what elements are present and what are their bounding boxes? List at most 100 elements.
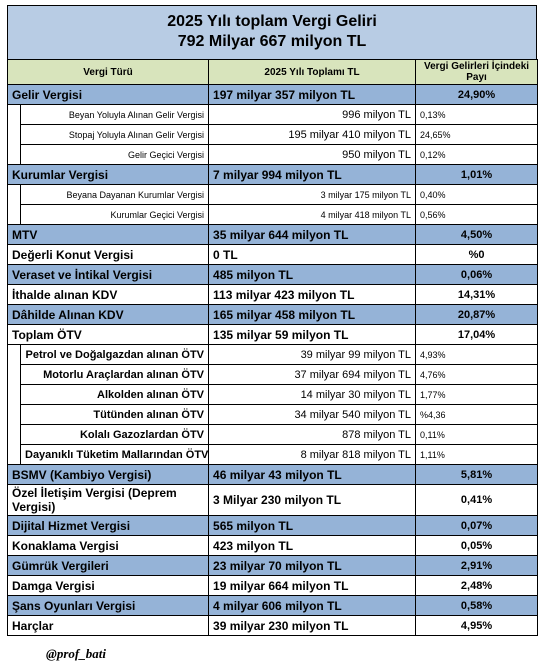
tax-name: Gümrük Vergileri (6, 555, 210, 576)
tax-name: Dayanıklı Tüketim Mallarından ÖTV (19, 444, 210, 465)
tax-name: Gelir Vergisi (6, 84, 210, 105)
indent-cell (7, 124, 21, 145)
tax-amount: 39 milyar 230 milyon TL (208, 615, 417, 636)
indent-cell (7, 384, 21, 405)
tax-table-panel: 2025 Yılı toplam Vergi Geliri 792 Milyar… (6, 5, 539, 636)
tax-share: 1,77% (415, 384, 539, 405)
tax-share: 4,50% (415, 224, 539, 245)
sub-row: Petrol ve Doğalgazdan alınan ÖTV 39 milya… (7, 344, 539, 365)
tax-amount: 37 milyar 694 milyon TL (208, 364, 417, 385)
tax-amount: 3 Milyar 230 milyon TL (208, 484, 417, 516)
tax-amount: 8 milyar 818 milyon TL (208, 444, 417, 465)
tax-amount: 878 milyon TL (208, 424, 417, 445)
tax-share: 0,11% (415, 424, 539, 445)
tax-share: 2,48% (415, 575, 539, 596)
tax-name: Değerli Konut Vergisi (6, 244, 210, 265)
main-row: Damga Vergisi 19 milyar 664 milyon TL 2,48… (6, 575, 539, 596)
tax-amount: 7 milyar 994 milyon TL (208, 164, 417, 185)
tax-name: Özel İletişim Vergisi (Deprem Vergisi) (6, 484, 210, 516)
sub-row: Beyan Yoluyla Alınan Gelir Vergisi 996 mi… (7, 104, 539, 125)
indent-cell (7, 184, 21, 205)
tax-share: %4,36 (415, 404, 539, 425)
sub-row: Motorlu Araçlardan alınan ÖTV 37 milyar 6… (7, 364, 539, 385)
tax-name: Veraset ve İntikal Vergisi (6, 264, 210, 285)
tax-name: Damga Vergisi (6, 575, 210, 596)
main-row: Değerli Konut Vergisi 0 TL %0 (6, 244, 539, 265)
indent-cell (7, 424, 21, 445)
main-row: MTV 35 milyar 644 milyon TL 4,50% (6, 224, 539, 245)
column-header: Vergi Gelirleri İçindeki Payı (415, 59, 539, 85)
tax-amount: 197 milyar 357 milyon TL (208, 84, 417, 105)
main-row: Toplam ÖTV 135 milyar 59 milyon TL 17,04% (6, 324, 539, 345)
tax-amount: 19 milyar 664 milyon TL (208, 575, 417, 596)
tax-amount: 4 milyar 606 milyon TL (208, 595, 417, 616)
tax-share: 4,76% (415, 364, 539, 385)
tax-name: Şans Oyunları Vergisi (6, 595, 210, 616)
main-row: İthalde alınan KDV 113 milyar 423 milyon … (6, 284, 539, 305)
main-row: Gümrük Vergileri 23 milyar 70 milyon TL 2,… (6, 555, 539, 576)
main-row: Harçlar 39 milyar 230 milyon TL 4,95% (6, 615, 539, 636)
tax-name: Motorlu Araçlardan alınan ÖTV (19, 364, 210, 385)
tax-amount: 34 milyar 540 milyon TL (208, 404, 417, 425)
tax-name: Stopaj Yoluyla Alınan Gelir Vergisi (19, 124, 210, 145)
tax-name: Toplam ÖTV (6, 324, 210, 345)
tax-share: 1,11% (415, 444, 539, 465)
header-row: Vergi Türü 2025 Yılı Toplamı TL Vergi Ge… (6, 59, 539, 85)
tax-amount: 23 milyar 70 milyon TL (208, 555, 417, 576)
tax-amount: 996 milyon TL (208, 104, 417, 125)
tax-share: 0,58% (415, 595, 539, 616)
title-line: 792 Milyar 667 milyon TL (177, 33, 367, 50)
indent-cell (7, 404, 21, 425)
tax-share: 5,81% (415, 464, 539, 485)
tax-share: 24,65% (415, 124, 539, 145)
tax-name: Beyan Yoluyla Alınan Gelir Vergisi (19, 104, 210, 125)
tax-share: 24,90% (415, 84, 539, 105)
column-header: Vergi Türü (6, 59, 210, 85)
tax-name: Konaklama Vergisi (6, 535, 210, 556)
tax-name: Dâhilde Alınan KDV (6, 304, 210, 325)
tax-amount: 950 milyon TL (208, 144, 417, 165)
tax-share: 4,95% (415, 615, 539, 636)
footer-handle: @prof_bati (46, 646, 106, 661)
tax-name: Dijital Hizmet Vergisi (6, 515, 210, 536)
tax-amount: 46 milyar 43 milyon TL (208, 464, 417, 485)
sub-row: Kolalı Gazozlardan ÖTV 878 milyon TL 0,11% (7, 424, 539, 445)
tax-name: BSMV (Kambiyo Vergisi) (6, 464, 210, 485)
tax-name: Kurumlar Geçici Vergisi (19, 204, 210, 225)
indent-cell (7, 144, 21, 165)
tax-name: Kolalı Gazozlardan ÖTV (19, 424, 210, 445)
tax-share: 0,07% (415, 515, 539, 536)
tax-share: 4,93% (415, 344, 539, 365)
tax-share: %0 (415, 244, 539, 265)
tax-amount: 113 milyar 423 milyon TL (208, 284, 417, 305)
tax-name: Tütünden alınan ÖTV (19, 404, 210, 425)
indent-cell (7, 204, 21, 225)
main-row: Özel İletişim Vergisi (Deprem Vergisi) 3 … (6, 484, 539, 516)
sub-row: Gelir Geçici Vergisi 950 milyon TL 0,12% (7, 144, 539, 165)
tax-name: Beyana Dayanan Kurumlar Vergisi (19, 184, 210, 205)
tax-share: 0,05% (415, 535, 539, 556)
title-box: 2025 Yılı toplam Vergi Geliri 792 Milyar… (7, 5, 537, 59)
title-line: 2025 Yılı toplam Vergi Geliri (167, 13, 377, 30)
tax-share: 0,41% (415, 484, 539, 516)
tax-amount: 35 milyar 644 milyon TL (208, 224, 417, 245)
indent-cell (7, 344, 21, 365)
main-row: Kurumlar Vergisi 7 milyar 994 milyon TL 1,… (6, 164, 539, 185)
main-row: Gelir Vergisi 197 milyar 357 milyon TL 24,… (6, 84, 539, 105)
tax-amount: 423 milyon TL (208, 535, 417, 556)
main-row: Konaklama Vergisi 423 milyon TL 0,05% (6, 535, 539, 556)
table-body: Vergi Türü 2025 Yılı Toplamı TL Vergi Ge… (6, 59, 539, 636)
main-row: Veraset ve İntikal Vergisi 485 milyon TL 0… (6, 264, 539, 285)
main-row: Dâhilde Alınan KDV 165 milyar 458 milyon … (6, 304, 539, 325)
tax-amount: 39 milyar 99 milyon TL (208, 344, 417, 365)
indent-cell (7, 364, 21, 385)
sub-row: Alkolden alınan ÖTV 14 milyar 30 milyon T… (7, 384, 539, 405)
tax-share: 17,04% (415, 324, 539, 345)
tax-name: Alkolden alınan ÖTV (19, 384, 210, 405)
tax-name: Petrol ve Doğalgazdan alınan ÖTV (19, 344, 210, 365)
tax-amount: 485 milyon TL (208, 264, 417, 285)
sub-row: Dayanıklı Tüketim Mallarından ÖTV 8 milya… (7, 444, 539, 465)
tax-amount: 3 milyar 175 milyon TL (208, 184, 417, 205)
main-row: BSMV (Kambiyo Vergisi) 46 milyar 43 milyo… (6, 464, 539, 485)
tax-share: 0,12% (415, 144, 539, 165)
